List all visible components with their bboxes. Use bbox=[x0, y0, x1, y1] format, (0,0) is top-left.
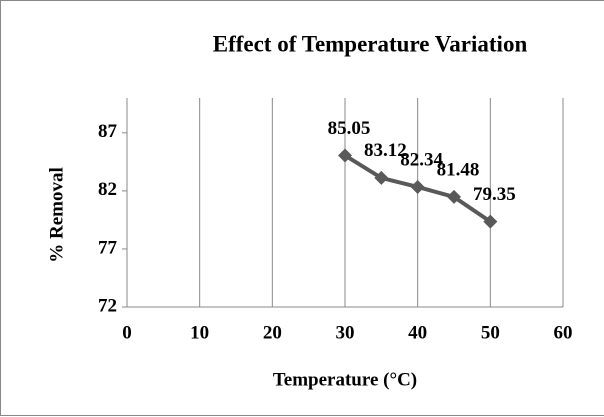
data-label: 83.12 bbox=[364, 140, 407, 161]
y-tick-label: 72 bbox=[98, 295, 117, 316]
data-point bbox=[483, 214, 498, 229]
data-point bbox=[374, 170, 389, 185]
x-tick-label: 0 bbox=[122, 322, 132, 343]
x-tick-label: 30 bbox=[336, 322, 355, 343]
data-point bbox=[410, 179, 425, 194]
data-label: 81.48 bbox=[437, 159, 480, 180]
x-axis-label: Temperature (°C) bbox=[273, 369, 417, 390]
x-tick-label: 10 bbox=[190, 322, 209, 343]
y-tick-label: 77 bbox=[98, 237, 118, 258]
y-tick-label: 87 bbox=[98, 121, 118, 142]
data-point bbox=[338, 148, 352, 163]
x-tick-label: 50 bbox=[481, 322, 500, 343]
data-label: 82.34 bbox=[400, 149, 443, 170]
chart-title: Effect of Temperature Variation bbox=[213, 31, 528, 56]
data-point bbox=[447, 189, 461, 204]
data-label: 79.35 bbox=[473, 184, 516, 205]
y-tick-label: 82 bbox=[98, 179, 117, 200]
x-tick-label: 20 bbox=[263, 322, 282, 343]
x-tick-label: 40 bbox=[408, 322, 427, 343]
x-tick-label: 60 bbox=[554, 322, 573, 343]
data-label: 85.05 bbox=[328, 118, 371, 139]
y-axis-label: % Removal bbox=[46, 167, 67, 263]
